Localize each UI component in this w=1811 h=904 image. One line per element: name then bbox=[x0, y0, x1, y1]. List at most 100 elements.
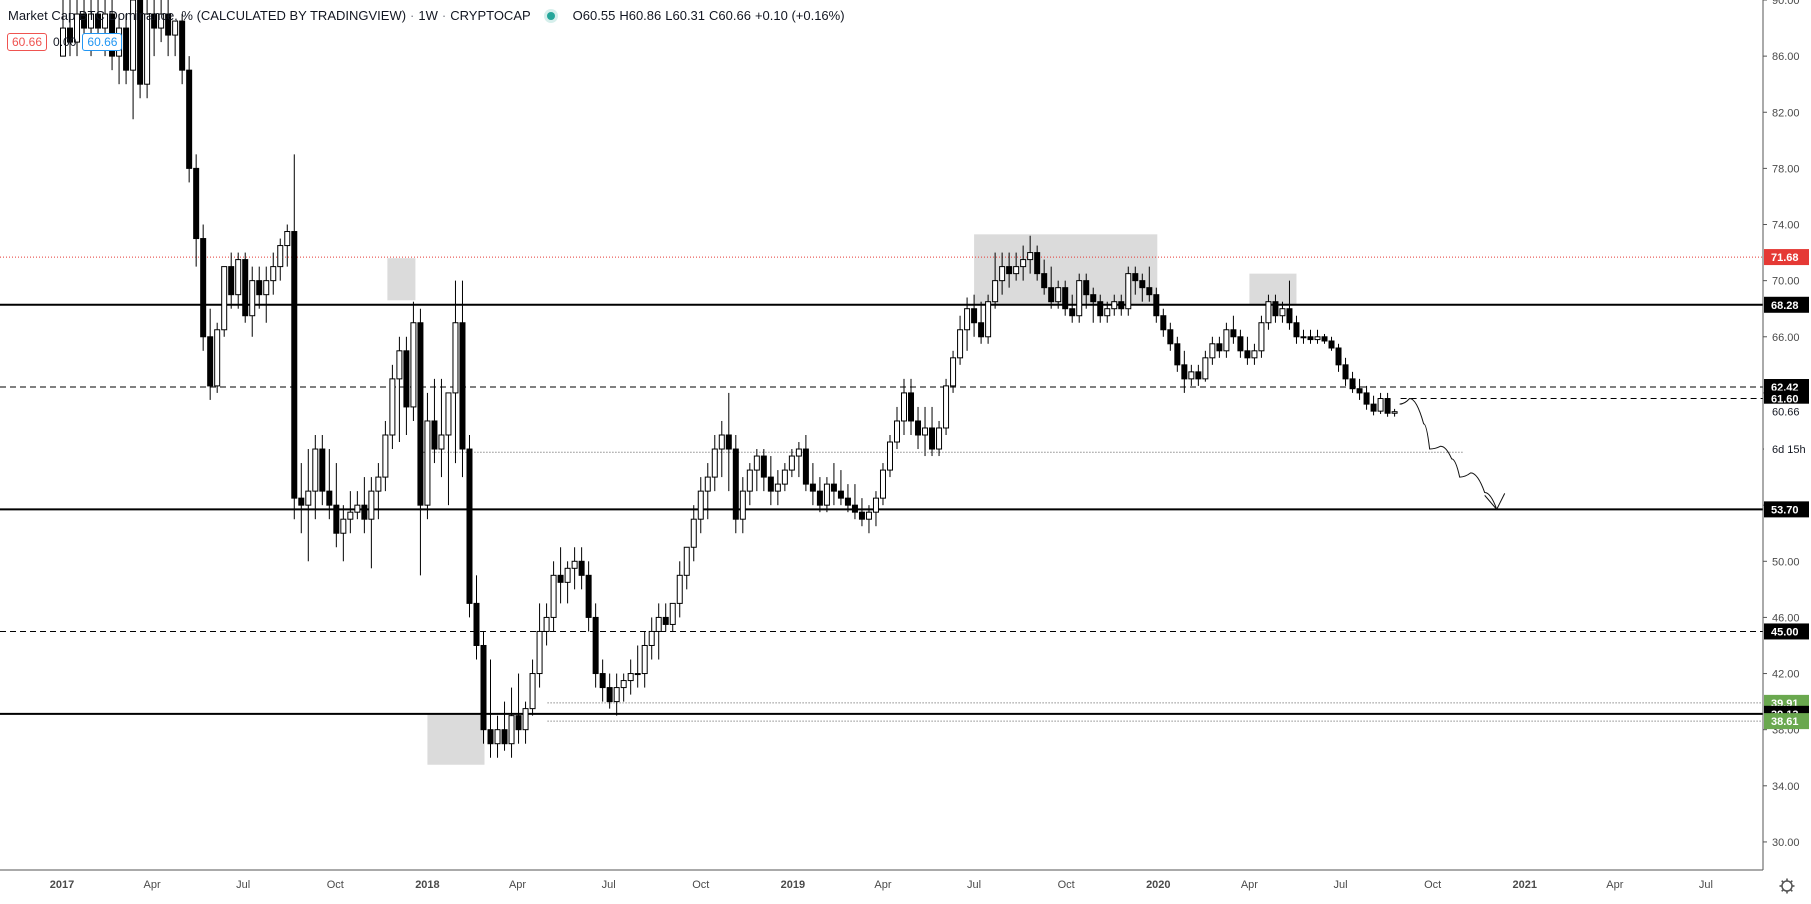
candle bbox=[438, 378, 445, 478]
candle-body bbox=[1237, 336, 1244, 352]
candle bbox=[879, 463, 886, 506]
candle-body bbox=[964, 308, 971, 331]
settings-gear-icon[interactable] bbox=[1779, 878, 1795, 894]
candle-body bbox=[704, 476, 711, 492]
candle-body bbox=[368, 490, 375, 520]
price-tick-label: 46.00 bbox=[1772, 612, 1800, 624]
candle-body bbox=[950, 357, 957, 387]
candle bbox=[172, 20, 179, 57]
time-tick-label: Jul bbox=[1333, 879, 1347, 891]
candle bbox=[1167, 322, 1174, 351]
time-tick-label: Jul bbox=[602, 879, 616, 891]
candle-body bbox=[515, 715, 522, 731]
price-label-badge bbox=[1764, 390, 1809, 407]
candle bbox=[578, 547, 585, 590]
candle-body bbox=[578, 560, 585, 576]
price-tick-label: 50.00 bbox=[1772, 556, 1800, 568]
candle bbox=[992, 252, 999, 309]
candle bbox=[1041, 259, 1048, 295]
interval-label[interactable]: 1W bbox=[418, 8, 438, 23]
candle-body bbox=[403, 350, 410, 408]
candle bbox=[985, 294, 992, 344]
candle bbox=[312, 435, 319, 520]
candle bbox=[753, 449, 760, 492]
candle bbox=[1027, 235, 1034, 274]
gear-tooth bbox=[1781, 888, 1785, 892]
candle bbox=[837, 470, 844, 506]
candle-body bbox=[361, 504, 368, 520]
candle-body bbox=[417, 322, 424, 506]
candle bbox=[1202, 350, 1209, 382]
projection-arrowhead bbox=[1484, 493, 1506, 511]
candle bbox=[683, 546, 690, 590]
candle bbox=[718, 420, 725, 478]
candle-body bbox=[683, 546, 690, 576]
candle-body bbox=[130, 0, 137, 71]
time-tick-label: 2017 bbox=[50, 879, 74, 891]
time-tick-label: Oct bbox=[1058, 879, 1075, 891]
candle-body bbox=[711, 448, 718, 478]
candle-body bbox=[1384, 398, 1391, 414]
candle-body bbox=[1251, 350, 1258, 359]
candle-body bbox=[95, 13, 102, 29]
candle-body bbox=[193, 167, 200, 240]
candle-body bbox=[270, 266, 277, 282]
time-tick-label: 2020 bbox=[1146, 879, 1170, 891]
symbol-title[interactable]: Market Cap BTC Dominance, % (CALCULATED … bbox=[8, 8, 407, 23]
candle-body bbox=[901, 392, 908, 422]
candle-body bbox=[564, 567, 571, 583]
candle-body bbox=[929, 427, 936, 450]
candle bbox=[536, 603, 543, 688]
candle bbox=[1055, 280, 1062, 309]
candle bbox=[1384, 392, 1391, 417]
candle-body bbox=[613, 687, 620, 703]
price-label-text: 68.28 bbox=[1771, 300, 1799, 312]
candle-body bbox=[936, 427, 943, 450]
candle-body bbox=[543, 616, 550, 632]
gear-tooth bbox=[1789, 880, 1793, 884]
candle-body bbox=[263, 280, 270, 296]
candle-body bbox=[1188, 371, 1195, 380]
candle-body bbox=[746, 469, 753, 492]
candle bbox=[1377, 392, 1384, 414]
candle bbox=[158, 0, 165, 43]
change-value: +0.10 (+0.16%) bbox=[754, 8, 845, 23]
candle-body bbox=[60, 27, 67, 57]
candle bbox=[487, 659, 494, 758]
candle-body bbox=[557, 574, 564, 583]
candle-body bbox=[1181, 364, 1188, 380]
price-label-badge bbox=[1764, 249, 1809, 266]
candle bbox=[375, 463, 382, 520]
price-label-text: 60.66 bbox=[1772, 407, 1800, 419]
candle-body bbox=[1055, 287, 1062, 303]
candle bbox=[459, 280, 466, 478]
price-label-text: 6d 15h bbox=[1772, 444, 1806, 456]
candle bbox=[60, 0, 67, 57]
candle-body bbox=[922, 427, 929, 436]
candle-body bbox=[858, 511, 865, 520]
price-tick-label: 30.00 bbox=[1772, 837, 1800, 849]
candle-body bbox=[319, 448, 326, 492]
candle-body bbox=[1391, 411, 1398, 414]
legend-separator: · bbox=[441, 8, 447, 23]
candle bbox=[1195, 364, 1202, 386]
candle bbox=[501, 701, 508, 751]
candle bbox=[922, 406, 929, 457]
price-label-text: 53.70 bbox=[1771, 504, 1799, 516]
candle bbox=[1160, 308, 1167, 337]
candle-body bbox=[1258, 322, 1265, 352]
candle-body bbox=[1307, 336, 1314, 341]
candle bbox=[340, 505, 347, 562]
highlight-boxes bbox=[387, 234, 1297, 765]
candle-body bbox=[459, 322, 466, 450]
candle-body bbox=[235, 259, 242, 296]
time-tick-label: 2021 bbox=[1513, 879, 1537, 891]
candle bbox=[809, 463, 816, 506]
price-label-badge bbox=[1764, 713, 1809, 730]
candle bbox=[648, 617, 655, 660]
candle-body bbox=[1118, 301, 1125, 310]
time-tick-label: Oct bbox=[327, 879, 344, 891]
